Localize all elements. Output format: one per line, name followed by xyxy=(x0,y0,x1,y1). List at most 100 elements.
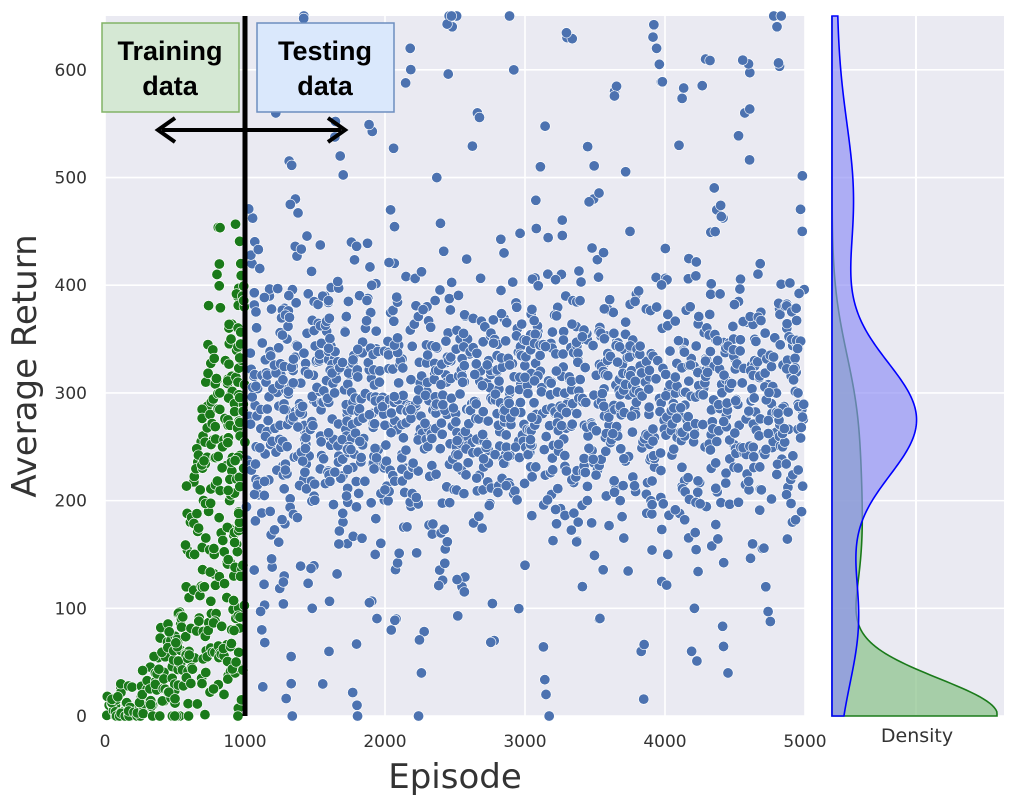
testing-point xyxy=(489,388,501,400)
testing-point xyxy=(798,398,810,410)
testing-point xyxy=(495,284,507,296)
testing-point xyxy=(389,221,401,233)
testing-point xyxy=(684,359,696,371)
testing-point xyxy=(256,624,268,636)
testing-point xyxy=(763,387,775,399)
testing-point xyxy=(629,295,641,307)
testing-point xyxy=(579,466,591,478)
training-point xyxy=(218,688,230,700)
testing-point xyxy=(622,565,634,577)
training-point xyxy=(181,480,193,492)
testing-point xyxy=(572,347,584,359)
testing-point xyxy=(747,441,759,453)
testing-point xyxy=(771,21,783,33)
training-point xyxy=(204,566,216,578)
testing-point xyxy=(514,227,526,239)
training-point xyxy=(153,663,165,675)
testing-point xyxy=(576,581,588,593)
testing-point xyxy=(504,384,516,396)
training-point xyxy=(137,708,149,720)
testing-point xyxy=(481,438,493,450)
testing-point xyxy=(580,396,592,408)
training-point xyxy=(212,450,224,462)
testing-point xyxy=(500,335,512,347)
testing-point xyxy=(352,371,364,383)
testing-point xyxy=(575,276,587,288)
testing-point xyxy=(250,306,262,318)
x-axis-title: Episode xyxy=(388,757,522,797)
testing-point xyxy=(266,303,278,315)
testing-point xyxy=(309,478,321,490)
testing-point xyxy=(406,340,418,352)
testing-point xyxy=(787,450,799,462)
testing-point xyxy=(392,332,404,344)
testing-point xyxy=(539,120,551,132)
testing-point xyxy=(404,42,416,54)
testing-point xyxy=(715,211,727,223)
testing-point xyxy=(664,345,676,357)
testing-point xyxy=(368,463,380,475)
testing-point xyxy=(596,387,608,399)
testing-point xyxy=(282,385,294,397)
testing-point xyxy=(283,290,295,302)
testing-point xyxy=(297,400,309,412)
testing-point xyxy=(392,557,404,569)
training-point xyxy=(209,421,221,433)
testing-point xyxy=(587,453,599,465)
testing-point xyxy=(710,519,722,531)
testing-point xyxy=(781,318,793,330)
testing-point xyxy=(653,58,665,70)
testing-point xyxy=(598,333,610,345)
testing-point xyxy=(673,139,685,151)
testing-point xyxy=(636,390,648,402)
testing-point xyxy=(301,230,313,242)
testing-point xyxy=(382,349,394,361)
testing-point xyxy=(254,442,266,454)
training-point xyxy=(137,665,149,677)
testing-point xyxy=(762,606,774,618)
testing-point xyxy=(295,243,307,255)
training-point xyxy=(230,656,242,668)
testing-point xyxy=(485,636,497,648)
training-point xyxy=(169,710,181,722)
testing-point xyxy=(297,455,309,467)
testing-point xyxy=(299,466,311,478)
testing-point xyxy=(590,425,602,437)
training-point xyxy=(211,268,223,280)
training-point xyxy=(193,522,205,534)
testing-point xyxy=(377,401,389,413)
testing-point xyxy=(486,597,498,609)
testing-point xyxy=(702,366,714,378)
training-point xyxy=(202,367,214,379)
training-point xyxy=(216,462,228,474)
testing-point xyxy=(397,432,409,444)
testing-point xyxy=(792,387,804,399)
testing-point xyxy=(528,315,540,327)
testing-point xyxy=(788,374,800,386)
testing-point xyxy=(306,265,318,277)
testing-point xyxy=(516,318,528,330)
testing-point xyxy=(493,375,505,387)
training-point xyxy=(213,280,225,292)
testing-point xyxy=(333,525,345,537)
testing-point xyxy=(795,432,807,444)
testing-point xyxy=(772,57,784,69)
testing-point xyxy=(268,524,280,536)
testing-point xyxy=(593,187,605,199)
testing-point xyxy=(691,655,703,667)
testing-point xyxy=(519,371,531,383)
testing-point xyxy=(643,364,655,376)
testing-point xyxy=(287,353,299,365)
testing-point xyxy=(410,491,422,503)
testing-point xyxy=(607,428,619,440)
testing-point xyxy=(276,514,288,526)
testing-point xyxy=(748,451,760,463)
testing-point xyxy=(466,140,478,152)
testing-point xyxy=(441,536,453,548)
testing-point xyxy=(785,497,797,509)
testing-point xyxy=(286,159,298,171)
testing-point xyxy=(383,256,395,268)
testing-point xyxy=(425,321,437,333)
testing-point xyxy=(433,580,445,592)
split-arrow xyxy=(154,116,349,144)
